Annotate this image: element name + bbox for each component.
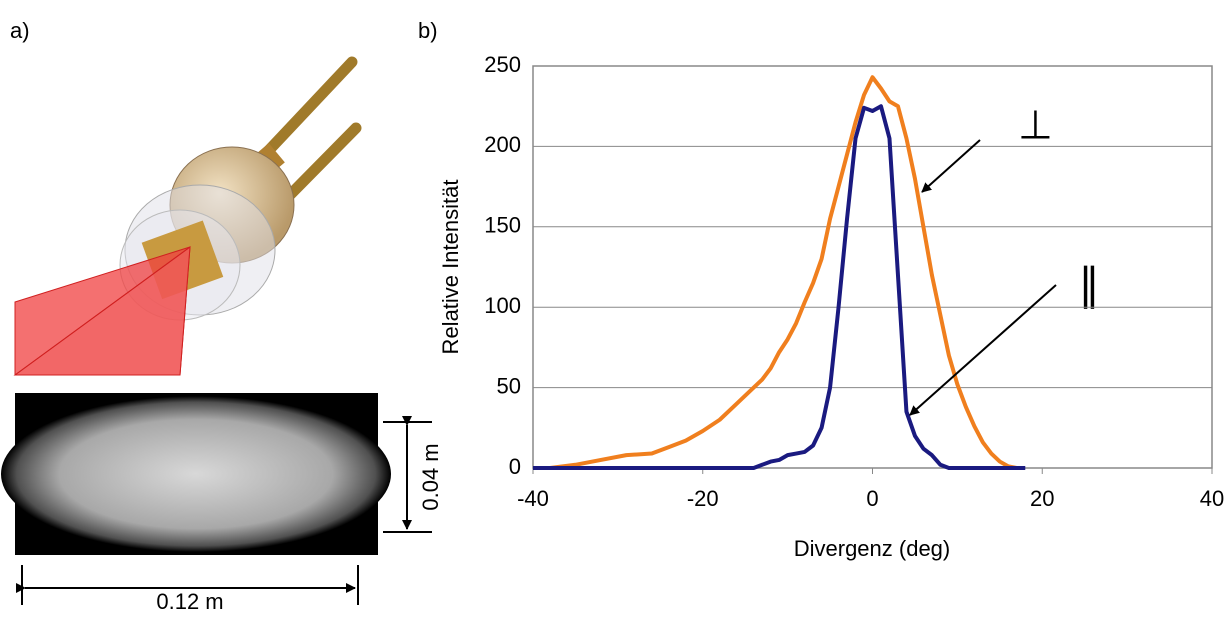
- data-line: [549, 75, 1018, 470]
- y-tick-label: 0: [509, 454, 521, 479]
- panel-label: b): [418, 18, 438, 43]
- dimension-lines: [16, 416, 432, 605]
- laser-diode: [13, 56, 362, 376]
- y-tick-label: 100: [484, 293, 521, 318]
- x-tick-label: -40: [517, 486, 549, 511]
- y-tick-label: 250: [484, 52, 521, 77]
- x-tick-label: 40: [1200, 486, 1224, 511]
- annotation-arrow: [909, 284, 1057, 416]
- y-tick-label: 200: [484, 132, 521, 157]
- series-annotation: ∥: [1078, 261, 1100, 310]
- beam-spot: [1, 396, 391, 552]
- annotation-arrow: [921, 139, 981, 193]
- data-line: [533, 104, 1026, 470]
- panel-label: a): [10, 18, 30, 43]
- series-annotation: ⊥: [1018, 104, 1053, 148]
- x-tick-label: 0: [866, 486, 878, 511]
- width-label: 0.12 m: [156, 589, 223, 614]
- y-tick-label: 150: [484, 213, 521, 238]
- x-tick-label: -20: [687, 486, 719, 511]
- y-tick-label: 50: [497, 373, 521, 398]
- x-tick-label: 20: [1030, 486, 1054, 511]
- y-axis-title: Relative Intensität: [438, 180, 463, 355]
- x-axis-title: Divergenz (deg): [794, 536, 951, 561]
- height-label: 0.04 m: [418, 443, 443, 510]
- plot-frame: [532, 65, 1213, 469]
